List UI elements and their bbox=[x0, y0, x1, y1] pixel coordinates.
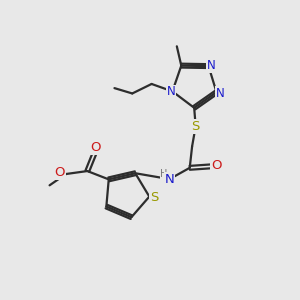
Text: O: O bbox=[90, 141, 101, 154]
Text: S: S bbox=[191, 120, 200, 133]
Text: O: O bbox=[55, 166, 65, 179]
Text: O: O bbox=[211, 159, 222, 172]
Text: S: S bbox=[151, 191, 159, 204]
Text: N: N bbox=[165, 173, 174, 186]
Text: H: H bbox=[160, 169, 168, 179]
Text: N: N bbox=[206, 59, 215, 72]
Text: N: N bbox=[216, 87, 224, 100]
Text: N: N bbox=[167, 85, 175, 98]
